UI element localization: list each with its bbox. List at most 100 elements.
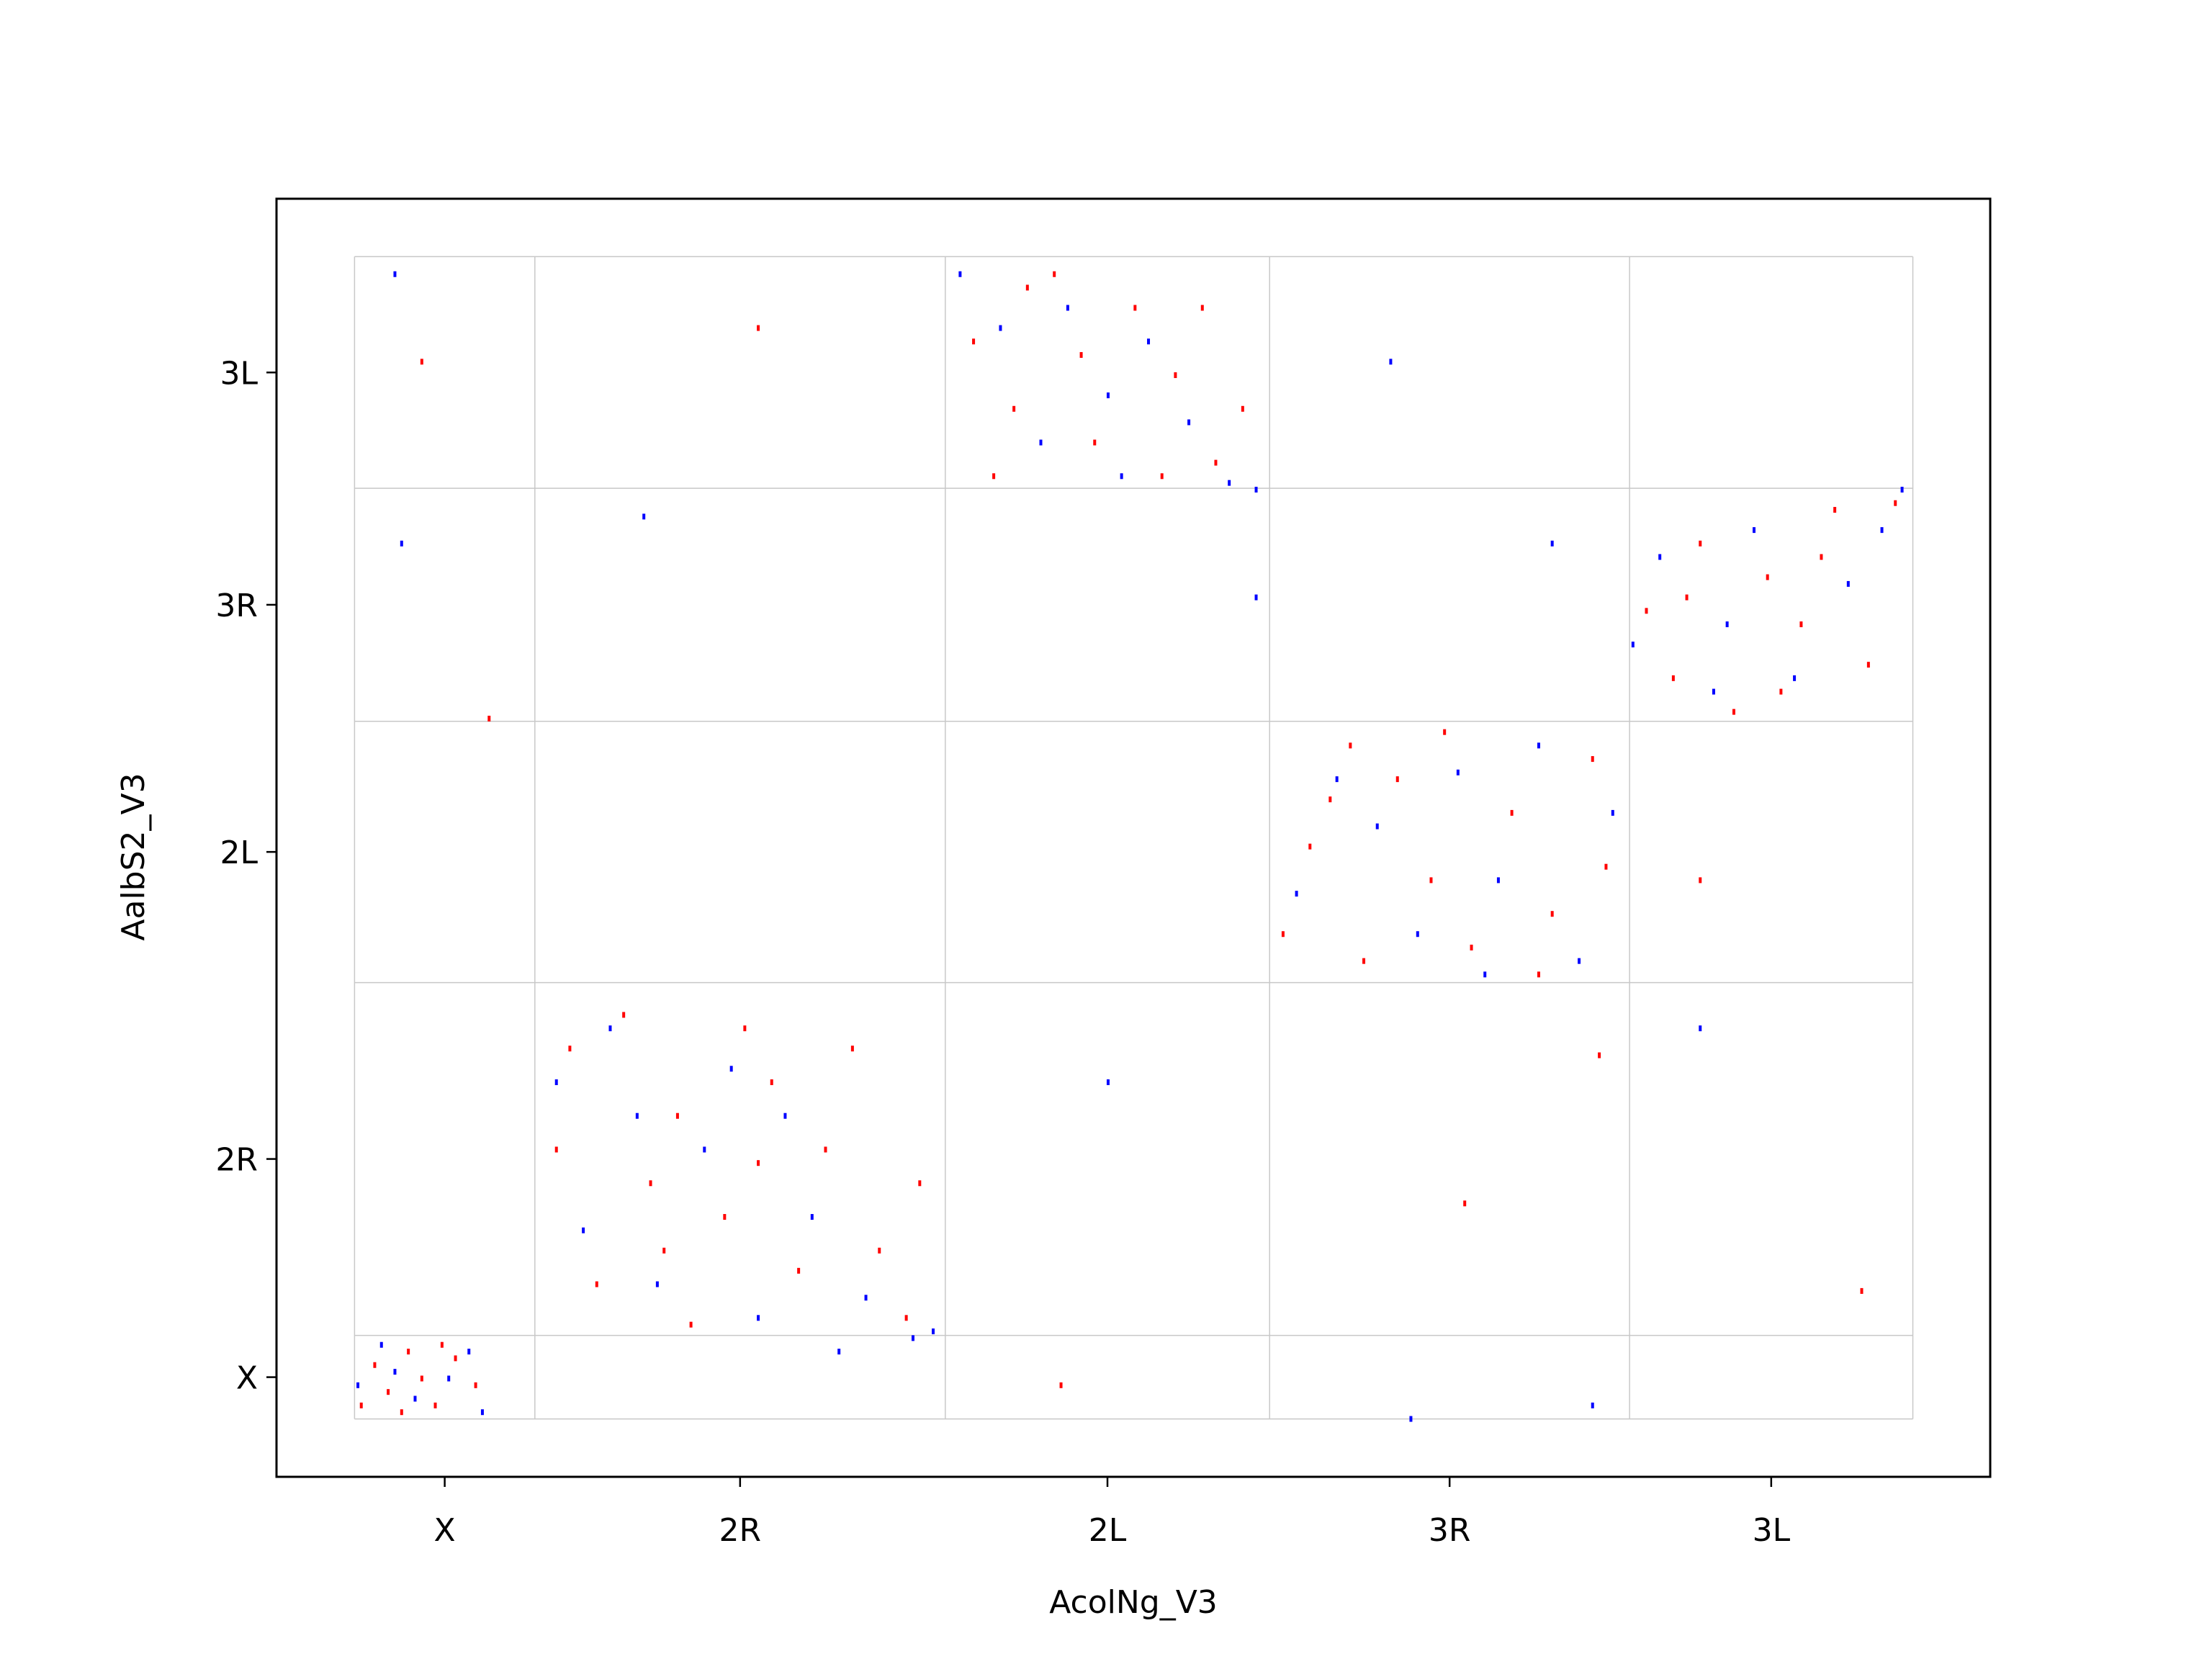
dot [1362,958,1366,964]
dot [864,1295,868,1301]
dot [1416,931,1419,938]
dot [554,1146,558,1153]
dot [1059,1382,1063,1388]
dot [757,1315,760,1321]
dot [1228,480,1231,486]
dot [1611,809,1614,816]
dot [1308,843,1312,850]
dot [1880,527,1884,534]
dot [393,1369,397,1375]
dot [878,1247,881,1254]
dot [904,1315,908,1321]
dot [1537,971,1540,978]
dot [999,325,1002,331]
dot [359,1402,363,1408]
dot [1510,809,1514,816]
dot [420,359,423,365]
dot [783,1112,787,1119]
dot [635,1112,639,1119]
x-tick-label: 3R [1429,1512,1471,1549]
dot [1328,796,1332,803]
dot [393,271,397,277]
dot [1732,709,1735,715]
dot [554,1079,558,1085]
dot [1712,688,1715,695]
dot [474,1382,477,1388]
dot [1053,271,1056,277]
dot [1187,419,1191,426]
dot [454,1355,457,1362]
dot [1846,580,1850,587]
dot [689,1321,693,1328]
dot [757,325,760,331]
dot [1133,305,1137,311]
dot [824,1146,827,1153]
axes-frame [275,197,1992,1478]
dot [1429,877,1433,884]
dot [655,1281,659,1287]
dot [1349,742,1352,749]
dot [1375,823,1379,830]
dot [729,1066,733,1072]
x-tick-label: X [434,1512,456,1549]
dot [1598,1052,1601,1058]
dot [992,473,996,480]
dot [649,1180,652,1187]
dot [1025,284,1029,291]
dot [1550,540,1554,547]
dot [1900,487,1904,493]
y-tick-label: 2R [215,1142,258,1179]
dot [1833,507,1837,513]
dot [918,1180,922,1187]
dot [1671,675,1675,681]
y-tick-label: 3R [215,588,258,624]
dot [487,715,491,721]
dot [356,1382,360,1388]
dot [1174,372,1177,379]
dot [1214,459,1218,466]
dot [1860,1287,1863,1294]
dot [1894,500,1897,506]
dot [837,1349,841,1355]
dot [420,1375,423,1382]
dot [642,513,646,520]
dot [1483,971,1487,978]
y-tick-label: 2L [220,835,258,871]
dot [1295,891,1298,897]
dot [1699,1025,1702,1032]
dot [1799,621,1803,628]
dot [1766,574,1769,580]
dot [1106,1079,1110,1085]
dot [1725,621,1729,628]
x-tick-label: 2L [1089,1512,1127,1549]
dot [743,1025,747,1032]
dot [467,1349,471,1355]
dot [1685,594,1689,601]
dot [1241,405,1244,412]
dot [440,1341,444,1348]
dot [1779,688,1783,695]
dot [1160,473,1164,480]
dot [387,1389,390,1395]
dot [770,1079,773,1085]
dot [932,1328,935,1334]
dot [1658,554,1662,560]
dot [1537,742,1540,749]
dot [1699,877,1702,884]
dot [608,1025,612,1032]
dot [1591,1402,1594,1408]
dot [1753,527,1756,534]
dot [1456,769,1460,775]
dot [723,1214,727,1220]
dot [1200,305,1204,311]
dot [582,1227,585,1233]
dot [911,1335,914,1341]
dot [1066,305,1069,311]
dot [1395,776,1399,783]
dot [400,540,403,547]
dot [810,1214,814,1220]
dot [1079,351,1083,358]
dot [1591,756,1594,763]
dot [675,1112,679,1119]
